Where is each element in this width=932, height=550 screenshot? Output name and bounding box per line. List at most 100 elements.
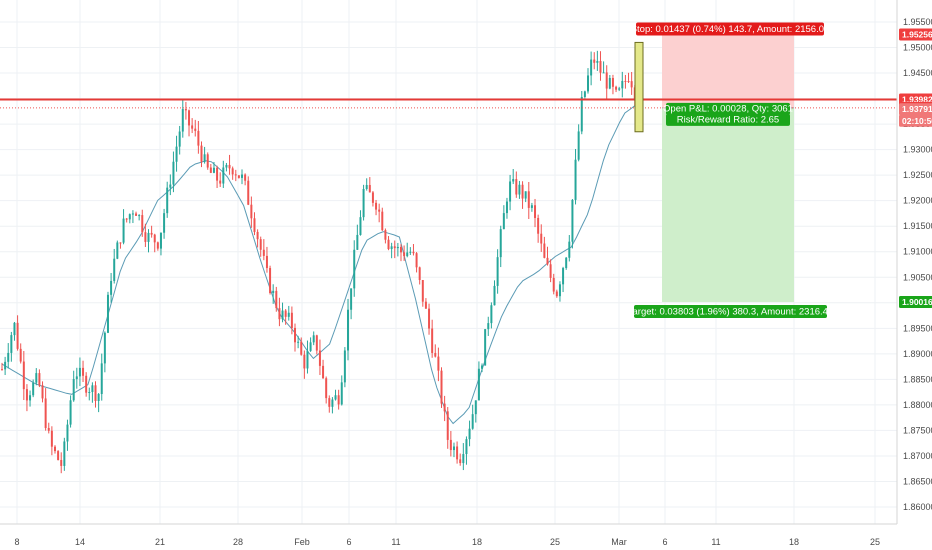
- price-tag-label: 1.95256: [902, 29, 932, 39]
- candle-body: [624, 80, 627, 82]
- candle-body: [13, 322, 16, 336]
- position-labels: Stop: 0.01437 (0.74%) 143.7, Amount: 215…: [628, 22, 833, 318]
- candle-body: [446, 411, 449, 440]
- candle-body: [540, 233, 543, 244]
- price-tick-label: 1.87500: [903, 425, 932, 435]
- candle-body: [250, 204, 253, 219]
- candle-body: [97, 394, 100, 402]
- candle-body: [512, 179, 515, 182]
- price-axis[interactable]: 1.955001.950001.945001.940001.935001.930…: [896, 0, 932, 524]
- candle-body: [269, 268, 272, 294]
- candle-body: [371, 192, 374, 203]
- candle-body: [359, 217, 362, 235]
- candle-body: [203, 154, 206, 162]
- candle-body: [225, 164, 228, 168]
- candle-body: [287, 312, 290, 317]
- time-tick-label: Feb: [294, 537, 310, 547]
- candle-body: [583, 91, 586, 97]
- time-tick-label: 21: [155, 537, 165, 547]
- entry-highlight-box[interactable]: [634, 41, 644, 133]
- candle-body: [141, 215, 144, 233]
- candle-body: [32, 382, 35, 396]
- candle-body: [253, 218, 256, 232]
- candle-body: [94, 385, 97, 402]
- candle-body: [231, 168, 234, 175]
- candle-body: [206, 154, 209, 168]
- candle-body: [153, 234, 156, 243]
- candle-body: [315, 335, 318, 351]
- candle-body: [209, 167, 212, 173]
- open-pnl-label: Open P&L: 0.00028, Qty: 3061: [663, 103, 793, 114]
- candle-body: [241, 174, 244, 178]
- candle-body: [443, 403, 446, 412]
- candle-body: [375, 202, 378, 210]
- candle-body: [91, 385, 94, 393]
- price-tick-label: 1.86500: [903, 476, 932, 486]
- candle-body: [325, 378, 328, 399]
- price-tick-label: 1.88000: [903, 400, 932, 410]
- candle-body: [110, 280, 113, 295]
- candle-body: [611, 77, 614, 87]
- price-tick-label: 1.89000: [903, 349, 932, 359]
- candle-body: [424, 301, 427, 309]
- candle-body: [256, 231, 259, 240]
- candle-body: [437, 356, 440, 371]
- candle-body: [487, 323, 490, 330]
- candle-body: [163, 213, 166, 233]
- candle-body: [468, 428, 471, 440]
- candle-body: [549, 264, 552, 278]
- candle-body: [353, 249, 356, 289]
- price-tag: [899, 103, 932, 116]
- candle-body: [290, 312, 293, 328]
- target-label: Target: 0.03803 (1.96%) 380.3, Amount: 2…: [628, 306, 833, 317]
- time-tick-label: 18: [789, 537, 799, 547]
- candle-body: [63, 441, 66, 466]
- candle-body: [312, 335, 315, 343]
- stop-label: Stop: 0.01437 (0.74%) 143.7, Amount: 215…: [631, 24, 830, 35]
- candle-body: [38, 373, 41, 386]
- candle-body: [53, 446, 56, 452]
- candle-body: [306, 350, 309, 369]
- candle-body: [590, 59, 593, 76]
- candle-body: [172, 161, 175, 185]
- candle-body: [169, 184, 172, 188]
- candle-body: [477, 368, 480, 401]
- time-tick-label: 25: [870, 537, 880, 547]
- time-axis[interactable]: 8 14 21 28 Feb 6 11 18 25 Mar 6 11 18 25: [0, 523, 897, 547]
- candle-body: [608, 77, 611, 89]
- target-box: [634, 304, 827, 318]
- candle-body: [328, 398, 331, 407]
- candle-body: [440, 370, 443, 404]
- candle-body: [147, 232, 150, 242]
- price-tick-label: 1.95000: [903, 43, 932, 53]
- price-tag: [899, 295, 932, 308]
- candle-body: [216, 167, 219, 181]
- candle-body: [47, 427, 50, 431]
- price-tick-label: 1.91500: [903, 221, 932, 231]
- candle-body: [406, 252, 409, 257]
- candle-body: [390, 246, 393, 250]
- time-tick-label: 18: [472, 537, 482, 547]
- candle-body: [131, 213, 134, 215]
- candle-body: [119, 242, 122, 244]
- price-tag-label: 1.93982: [902, 94, 932, 104]
- candle-body: [300, 341, 303, 355]
- candle-body: [552, 277, 555, 292]
- price-tick-label: 1.95500: [903, 17, 932, 27]
- candle-body: [418, 267, 421, 281]
- candle-body: [178, 131, 181, 147]
- candle-body: [125, 218, 128, 220]
- candle-body: [44, 398, 47, 428]
- candle-body: [596, 61, 599, 63]
- candle-body: [518, 184, 521, 195]
- candle-body: [1, 369, 3, 371]
- candle-body: [493, 285, 496, 306]
- time-tick-label: Mar: [611, 537, 627, 547]
- candle-body: [421, 280, 424, 302]
- candle-body: [577, 131, 580, 160]
- candle-body: [181, 109, 184, 132]
- candle-body: [259, 239, 262, 250]
- candle-body: [75, 376, 78, 380]
- candle-body: [571, 199, 574, 242]
